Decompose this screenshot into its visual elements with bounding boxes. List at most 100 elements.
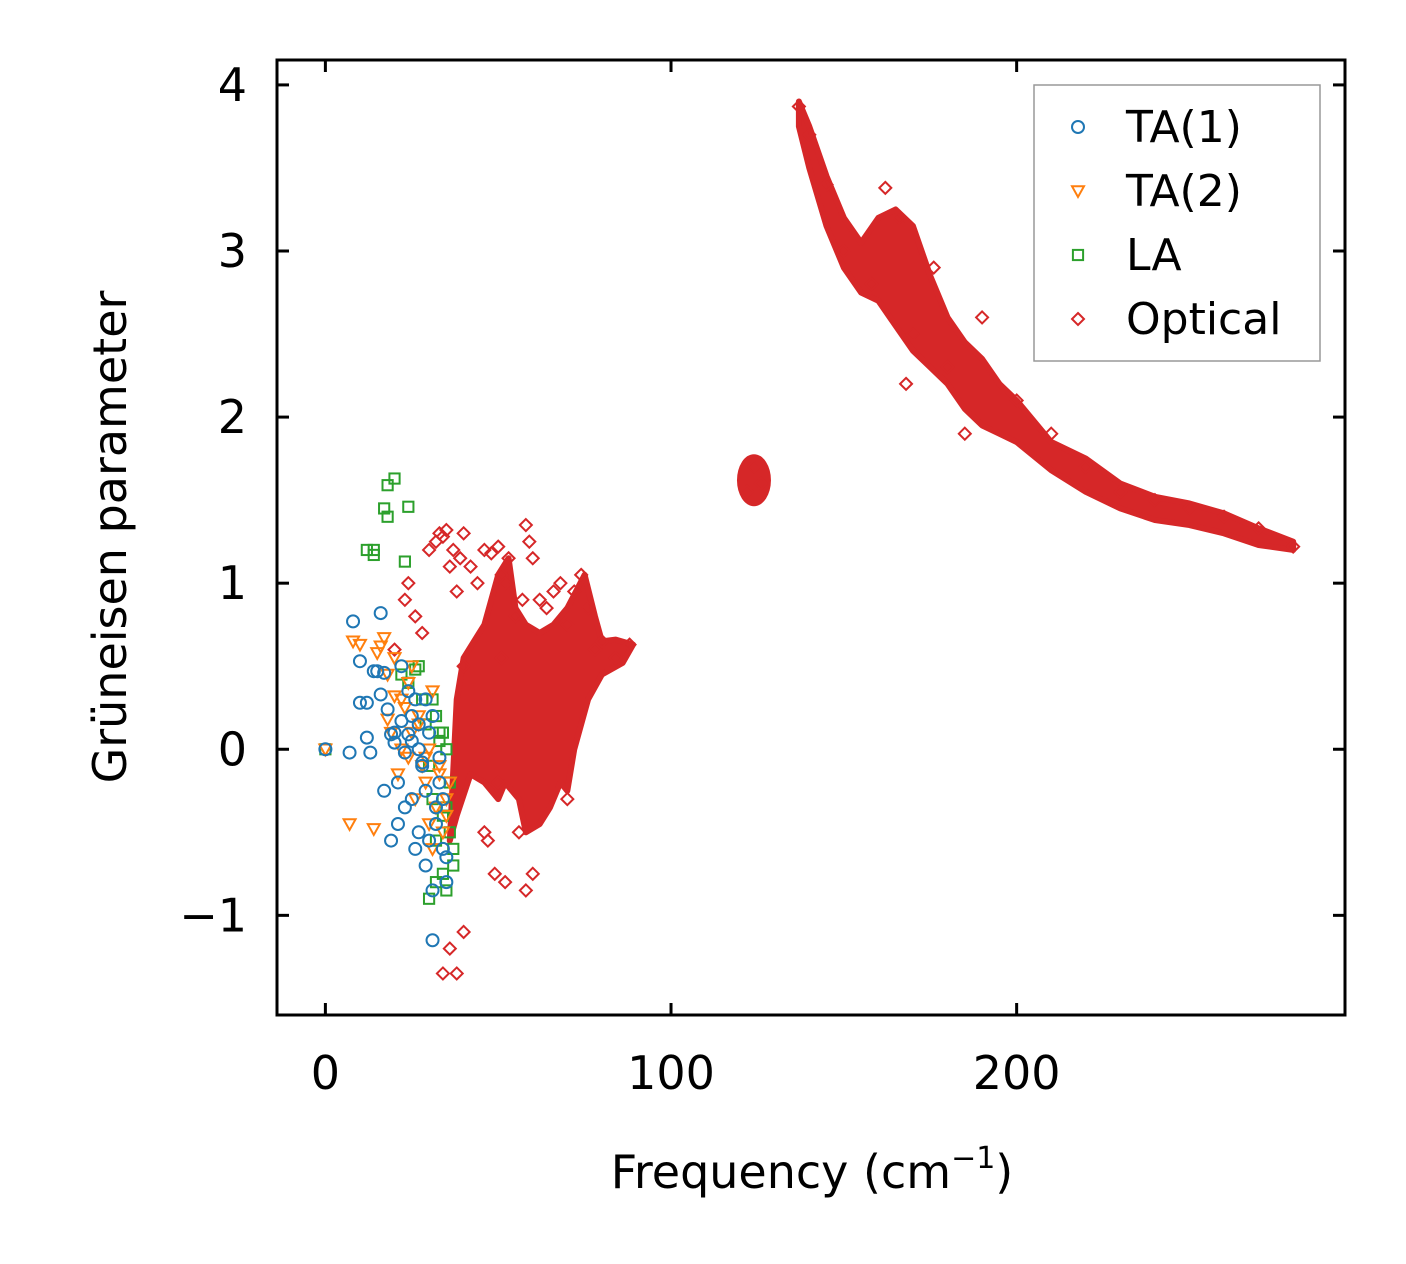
series-ta-2- <box>317 632 458 857</box>
data-point <box>891 210 907 226</box>
data-point <box>483 545 499 561</box>
data-point <box>411 710 427 725</box>
data-point <box>501 550 516 566</box>
data-point <box>395 668 408 681</box>
data-point <box>352 695 367 710</box>
data-point <box>431 768 448 783</box>
axis-ticks: 0 100 200 −1 0 1 2 3 4 <box>179 58 1345 1100</box>
data-point <box>1078 459 1094 475</box>
data-point <box>622 637 637 653</box>
data-point <box>386 652 403 666</box>
data-point <box>411 718 427 733</box>
data-point <box>415 758 430 773</box>
data-point <box>532 592 548 608</box>
data-point <box>819 177 834 192</box>
data-point <box>957 426 973 442</box>
data-point <box>490 775 506 790</box>
data-point <box>421 818 437 833</box>
x-axis-label: Frequency (cm−1) <box>611 1141 1014 1199</box>
data-point <box>408 841 423 856</box>
data-point <box>421 542 437 558</box>
data-point <box>404 792 419 807</box>
data-point <box>580 600 596 616</box>
data-point <box>559 617 575 633</box>
data-point <box>926 260 942 276</box>
data-point <box>494 650 510 666</box>
y-tick-label: 4 <box>218 58 247 112</box>
data-point <box>470 575 485 591</box>
plot-frame <box>275 58 1347 1017</box>
optical-cloud-mid <box>736 454 771 507</box>
data-point <box>974 310 990 325</box>
data-point <box>1112 484 1128 500</box>
data-point <box>1147 492 1163 508</box>
data-point <box>445 542 461 558</box>
series-la <box>319 472 460 905</box>
data-point <box>442 941 458 956</box>
legend-marker <box>1070 311 1086 327</box>
data-point <box>422 725 437 740</box>
data-point <box>428 800 443 815</box>
data-point <box>433 734 446 748</box>
data-point <box>440 884 453 897</box>
data-point <box>449 584 465 599</box>
data-point <box>490 539 506 555</box>
data-point <box>791 99 807 114</box>
y-tick-label: 2 <box>218 390 247 444</box>
data-point <box>381 510 394 523</box>
data-point <box>387 725 402 740</box>
x-tick-label: 200 <box>973 1046 1061 1100</box>
data-point <box>877 180 893 196</box>
data-point <box>390 775 405 790</box>
data-point <box>432 750 447 765</box>
data-point <box>388 472 401 485</box>
data-point <box>418 858 433 873</box>
data-point <box>418 692 433 707</box>
legend-label: TA(2) <box>1125 166 1242 217</box>
legend-label: TA(1) <box>1125 102 1242 153</box>
data-point <box>397 592 413 608</box>
data-point <box>436 867 450 880</box>
legend-marker <box>1071 120 1085 134</box>
data-point <box>429 834 443 847</box>
data-point <box>363 745 378 760</box>
data-point <box>429 709 443 723</box>
data-point <box>836 243 852 259</box>
data-point <box>739 484 755 500</box>
data-point <box>424 685 441 700</box>
data-point <box>435 792 450 807</box>
data-point <box>400 575 416 591</box>
data-point <box>480 833 496 849</box>
data-point <box>487 866 503 882</box>
data-point <box>342 745 357 760</box>
y-tick-label: 3 <box>218 224 247 278</box>
legend: TA(1) TA(2) LA Optical <box>1033 84 1321 362</box>
data-point <box>411 742 426 757</box>
y-axis-label: Grüneisen parameter <box>83 290 137 783</box>
data-point <box>439 850 454 865</box>
data-point <box>346 614 361 629</box>
data-point <box>372 640 389 655</box>
data-point <box>1285 539 1301 555</box>
data-point <box>366 823 382 838</box>
data-point <box>440 743 453 756</box>
data-point <box>898 376 914 392</box>
data-point <box>373 687 388 702</box>
data-point <box>452 550 468 566</box>
data-point <box>1043 426 1059 442</box>
data-point <box>359 730 374 745</box>
data-point <box>497 874 513 890</box>
data-point <box>422 892 436 905</box>
optical-cloud-low <box>446 555 636 844</box>
data-point <box>1009 393 1025 408</box>
data-point <box>566 584 582 599</box>
data-point <box>573 567 589 583</box>
data-point <box>435 966 451 981</box>
data-point <box>366 664 381 679</box>
data-point <box>381 479 394 492</box>
data-point <box>426 693 439 706</box>
data-point <box>425 883 440 898</box>
series-optical <box>387 99 1301 981</box>
data-point <box>352 638 368 653</box>
y-tick-label: 0 <box>218 722 247 776</box>
